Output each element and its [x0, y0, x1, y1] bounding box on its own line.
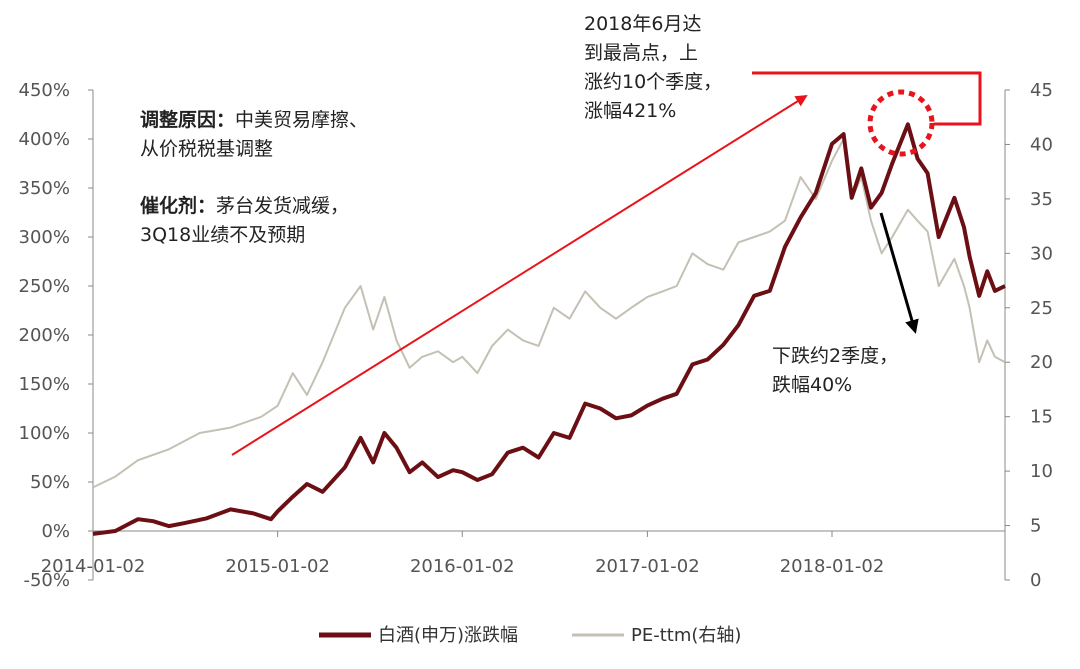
x-tick-label: 2018-01-02 [780, 556, 885, 577]
series-line-baijiu [92, 122, 1006, 536]
x-tick-label: 2014-01-02 [41, 556, 146, 577]
x-tick-label: 2017-01-02 [595, 556, 700, 577]
x-tick-label: 2016-01-02 [410, 556, 515, 577]
left-tick-label: 400% [19, 129, 70, 150]
annotation-catalyst-line1: 催化剂：茅台发货减缓， [140, 194, 349, 217]
annotation-catalyst-line2: 3Q18业绩不及预期 [140, 224, 305, 246]
left-tick-label: -50% [23, 570, 70, 591]
annotation-reason-label: 调整原因： [140, 108, 235, 131]
right-tick-label: 15 [1030, 407, 1053, 428]
annotation-peak-line3: 涨约10个季度， [584, 71, 722, 93]
annotation-reason-text: 中美贸易摩擦、 [235, 109, 368, 131]
right-tick-label: 20 [1030, 352, 1053, 373]
right-tick-label: 40 [1030, 134, 1053, 155]
left-tick-label: 200% [19, 325, 70, 346]
right-tick-label: 25 [1030, 298, 1053, 319]
right-tick-label: 35 [1030, 189, 1053, 210]
left-tick-label: 50% [30, 472, 70, 493]
left-tick-label: 300% [19, 227, 70, 248]
annotation-peak-line1: 2018年6月达 [584, 13, 701, 35]
left-tick-label: 100% [19, 423, 70, 444]
right-tick-label: 10 [1030, 461, 1053, 482]
left-tick-label: 150% [19, 374, 70, 395]
rise-arrow [231, 94, 808, 456]
drop-arrow [879, 212, 919, 334]
left-tick-label: 350% [19, 178, 70, 199]
x-axis-ticks: 2014-01-02 2015-01-02 2016-01-02 2017-01-02… [41, 531, 885, 577]
series-line-pe-ttm [92, 138, 1006, 489]
right-tick-label: 30 [1030, 243, 1053, 264]
annotation-drop-line2: 跌幅40% [772, 374, 852, 396]
left-tick-label: 250% [19, 276, 70, 297]
annotation-catalyst-text: 茅台发货减缓， [216, 195, 349, 217]
legend-label-pe: PE-ttm(右轴) [631, 625, 741, 646]
annotation-drop-line1: 下跌约2季度， [772, 345, 898, 367]
x-tick-label: 2015-01-02 [225, 556, 330, 577]
right-tick-label: 0 [1030, 570, 1041, 591]
legend-label-baijiu: 白酒(申万)涨跌幅 [378, 625, 518, 646]
peak-marker-circle [867, 89, 935, 157]
peak-callout-bracket [752, 71, 982, 126]
annotation-peak-line4: 涨幅421% [584, 100, 676, 122]
annotation-peak-line2: 到最高点，上 [584, 42, 698, 64]
annotation-reason-line1: 调整原因：中美贸易摩擦、 [140, 108, 368, 131]
left-axis-ticks: -50% 0% 50% 100% 150% 200% 250% 300% 350% 400% 450… [19, 80, 93, 591]
right-tick-label: 5 [1030, 516, 1041, 537]
right-tick-label: 45 [1030, 80, 1053, 101]
right-axis-ticks: 0 5 10 15 20 25 30 35 40 45 [1005, 80, 1053, 591]
left-tick-label: 0% [41, 521, 70, 542]
annotation-reason-line2: 从价税税基调整 [140, 138, 273, 160]
annotation-catalyst-label: 催化剂： [140, 194, 216, 217]
legend: 白酒(申万)涨跌幅 PE-ttm(右轴) [319, 625, 741, 646]
left-tick-label: 450% [19, 80, 70, 101]
